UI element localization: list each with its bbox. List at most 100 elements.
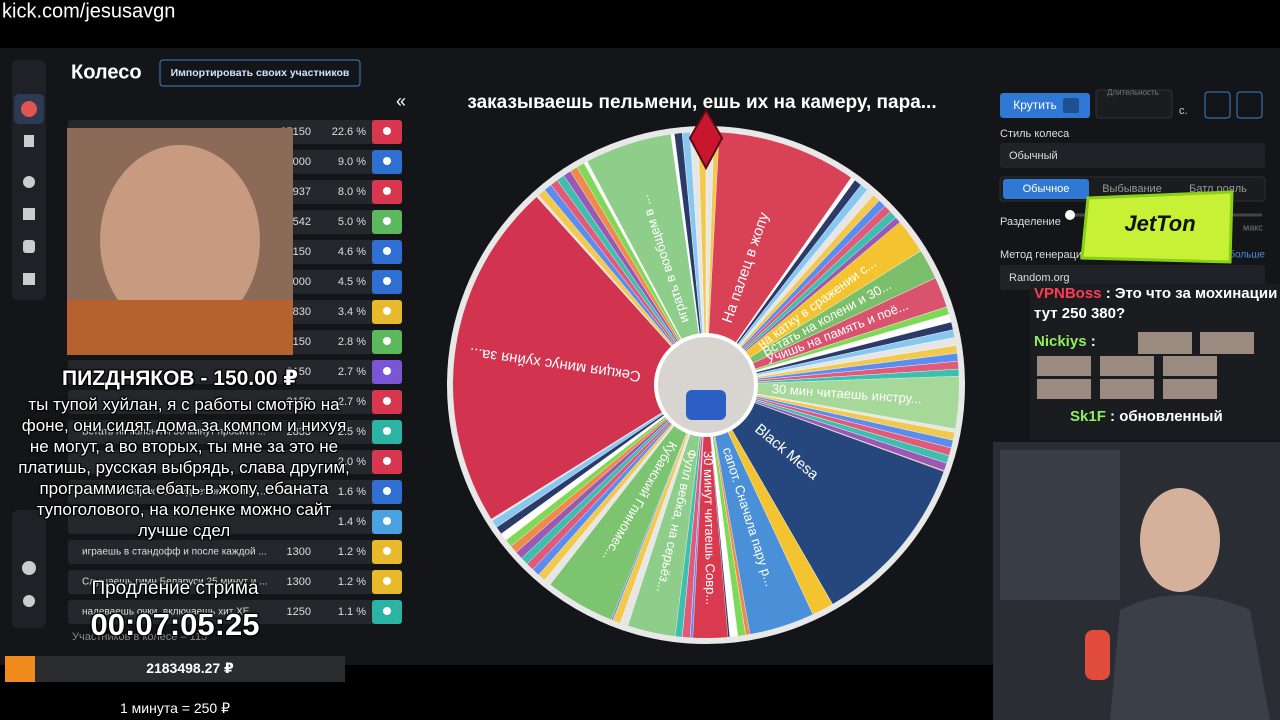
rate: 1 минута = 250 ₽ [119,700,230,716]
bulb-icon [383,547,391,555]
style-select[interactable] [1000,143,1265,168]
participant-percent: 2.0 % [338,456,366,468]
participant-amount: 150 [293,246,311,258]
bulb-icon [383,157,391,165]
donation-header: ПИZДНЯКОВ - 150.00 ₽ [62,367,298,390]
participant-amount: 000 [293,156,311,168]
participant-percent: 1.4 % [338,516,366,528]
shield-icon[interactable] [23,240,35,253]
participant-row [68,360,402,384]
chat-text: : [1090,333,1096,350]
bulb-icon [383,577,391,585]
participant-percent: 3.4 % [338,306,366,318]
bulb-icon [383,367,391,375]
import-button[interactable] [159,59,361,87]
participant-percent: 5.0 % [338,216,366,228]
bulb-icon [383,277,391,285]
chat-user: Nickiys [1034,333,1087,350]
tab[interactable]: Выбывание [1102,183,1162,195]
chat-user: Sk1F [1070,408,1106,425]
duration-input[interactable] [1095,89,1173,119]
emote [1037,356,1091,376]
bulb-icon [383,127,391,135]
participant-percent: 9.0 % [338,156,366,168]
spin-mode[interactable] [1063,98,1079,113]
participant-name: надеваешь очки, включаешь хит ХЕ... [82,607,258,618]
wheel-title: заказываешь пельмени, ешь их на камеру, … [467,92,936,113]
chat-message: Sk1F : обновленный [1070,408,1223,425]
music-button[interactable] [1236,91,1263,119]
participant-row [68,540,402,564]
tab-active[interactable] [1003,179,1089,199]
participant-amount: 2150 [287,366,311,378]
more-link[interactable]: больше [1229,249,1265,261]
shirt [1110,595,1270,720]
method-value: Random.org [1009,272,1070,284]
emote [1100,379,1154,399]
participant-row [68,480,402,504]
participant-amount: 1250 [287,606,311,618]
bulb-icon [383,517,391,525]
shirt [67,300,293,355]
participant-percent: 22.6 % [332,126,366,138]
sponsor-name: JetTon [1124,211,1195,236]
dice-button[interactable] [1204,91,1231,119]
method-select[interactable] [1000,265,1265,290]
settings-icon[interactable] [23,176,35,188]
bulb-icon [383,187,391,195]
github-icon[interactable] [22,561,36,575]
participant-percent: 2.7 % [338,396,366,408]
participant-amount: 937 [293,186,311,198]
collapse-button[interactable]: « [396,91,406,111]
bulb-icon [383,457,391,465]
participant-percent: 2.5 % [338,426,366,438]
panel-title: Колесо [71,61,142,83]
emote [1037,379,1091,399]
participant-percent: 4.6 % [338,246,366,258]
participant-row [68,510,402,534]
bulb-icon [383,247,391,255]
progress-fill [5,656,35,682]
participant-amount: 1750 [287,486,311,498]
donation-message: ты тупой хуйлан, я с работы смотрю на фо… [18,395,350,540]
bulb-icon [383,607,391,615]
chat-text: : обновленный [1110,408,1223,425]
url: kick.com/jesusavgn [2,0,175,22]
participant-name: играешь в стандофф и после каждой ... [82,546,267,558]
telegram-icon[interactable] [23,595,35,607]
participant-percent: 1.2 % [338,546,366,558]
participants-count: Участников в колесе – 115 [72,631,207,643]
participant-name: Слушаешь гимн Беларуси 25 минут и ... [82,577,267,588]
participant-percent: 2.8 % [338,336,366,348]
participant-amount: 1300 [287,546,311,558]
video-icon[interactable] [23,273,35,285]
wheel-label: 30 минут читаешь Совр... [701,451,719,605]
emote [1163,379,1217,399]
emote [1138,332,1192,354]
bulb-icon [383,397,391,405]
emote [1100,356,1154,376]
chat-message: Nickiys : [1034,333,1096,350]
tab[interactable]: Обычное [1023,183,1070,195]
layers-icon[interactable] [23,208,35,220]
split-handle[interactable] [1065,210,1075,220]
split-max: макс [1243,222,1263,232]
participant-row [68,450,402,474]
participant-row [68,570,402,594]
bulb-icon [383,337,391,345]
stats-icon[interactable] [24,135,34,147]
progress-bar [35,656,345,682]
wheel-pointer [688,107,724,171]
spin-label: Крутить [1013,98,1056,112]
duration-label: Длительность [1107,88,1159,97]
participant-percent: 1.2 % [338,576,366,588]
participant-amount: 000 [293,276,311,288]
microphone [1085,630,1110,680]
sponsor-logo [1080,190,1234,264]
participant-amount: 150 [293,336,311,348]
participant-amount: 1300 [287,576,311,588]
import-button-label: Импортировать своих участников [171,67,350,79]
bulb-icon [383,487,391,495]
method-label: Метод генерации [1000,249,1088,261]
